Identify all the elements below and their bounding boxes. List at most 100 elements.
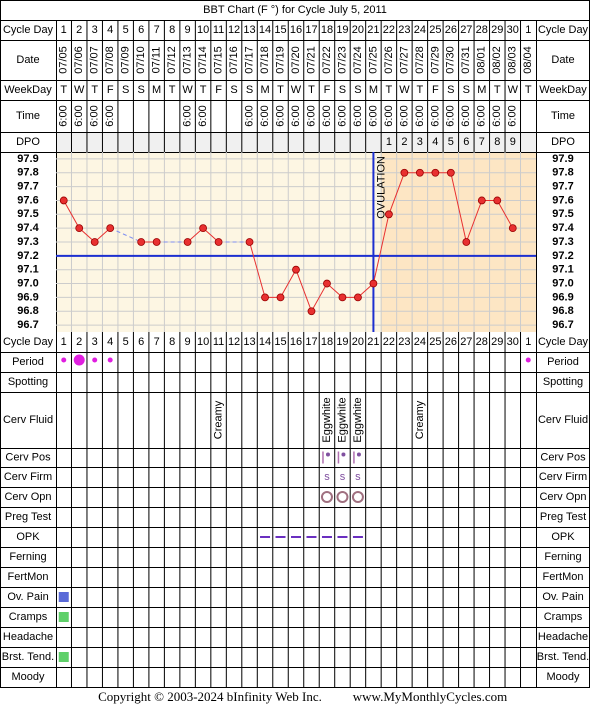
dpo: 2 [401, 136, 407, 148]
weekday: M [152, 84, 161, 96]
dpo: 4 [432, 136, 438, 148]
date: 07/21 [305, 46, 317, 74]
temperature-point [462, 238, 471, 246]
weekday: T [417, 84, 424, 96]
cycle-day: 16 [290, 336, 302, 348]
row-label: OPK [16, 531, 40, 543]
temperature-point [183, 238, 192, 246]
time: 6:00 [321, 105, 333, 126]
cycle-day: 23 [398, 336, 410, 348]
cycle-day: 9 [185, 24, 191, 36]
cervical-opening [320, 491, 333, 503]
temperature-point [477, 196, 486, 205]
weekday: W [182, 84, 193, 96]
cervical-fluid: Eggwhite [352, 397, 364, 442]
temperature-line [63, 200, 111, 243]
date: 07/15 [212, 46, 224, 74]
row-label: Cycle Day [3, 24, 54, 36]
temperature-point [261, 293, 269, 302]
cycle-day: 28 [476, 24, 488, 36]
cycle-day: 12 [228, 24, 240, 36]
cycle-day: 20 [352, 336, 364, 348]
weekday: S [137, 84, 144, 96]
row-label: DPO [551, 136, 575, 148]
y-tick-label: 96.8 [17, 305, 38, 317]
y-tick-label: 97.2 [552, 250, 573, 262]
y-tick-label: 96.9 [552, 291, 573, 303]
cervical-firmness: s [340, 471, 346, 483]
dpo: 5 [448, 136, 454, 148]
y-tick-label: 97.7 [17, 181, 38, 193]
copyright: Copyright © 2003-2024 bInfinity Web Inc. [98, 689, 322, 704]
y-tick-label: 97.2 [17, 250, 38, 262]
dpo: 1 [386, 136, 392, 148]
y-tick-label: 97.7 [552, 181, 573, 193]
temperature-point [152, 238, 161, 246]
row-label: Spotting [8, 376, 48, 388]
cycle-day: 24 [414, 24, 426, 36]
weekday: T [200, 84, 207, 96]
date: 07/31 [460, 46, 472, 74]
row-label: Period [12, 356, 44, 368]
time: 6:00 [274, 105, 286, 126]
row-label: Moody [546, 671, 580, 683]
cycle-day: 11 [213, 336, 224, 348]
temperature-line [249, 172, 514, 313]
row-label: Spotting [543, 376, 583, 388]
row-label: Time [16, 110, 40, 122]
row-label: Cerv Firm [539, 471, 587, 483]
date: 07/20 [290, 46, 302, 74]
cycle-day: 1 [525, 24, 531, 36]
date: 07/28 [414, 46, 426, 74]
date: 07/07 [89, 46, 101, 74]
date: 08/04 [522, 46, 534, 74]
weekday: T [169, 84, 176, 96]
date: 07/19 [274, 46, 286, 74]
cervical-fluid: Eggwhite [321, 397, 333, 442]
row-label: Preg Test [5, 511, 51, 523]
weekday: M [260, 84, 269, 96]
time: 6:00 [89, 105, 101, 126]
y-tick-label: 97.5 [17, 208, 38, 220]
row-label: Cerv Fluid [538, 414, 588, 426]
row-label: Cerv Pos [5, 451, 51, 463]
weekday: S [447, 84, 454, 96]
weekday: S [339, 84, 346, 96]
cycle-day: 27 [460, 24, 472, 36]
temperature-point [276, 293, 285, 302]
time: 6:00 [104, 105, 116, 126]
temperature-point [199, 224, 207, 233]
row-label: FertMon [8, 571, 49, 583]
cycle-day: 14 [259, 24, 271, 36]
cervical-firmness: s [324, 471, 330, 483]
symptom-mark [58, 592, 69, 602]
temperature-point [75, 224, 84, 233]
row-label: Cramps [9, 611, 48, 623]
y-tick-label: 97.6 [552, 194, 573, 206]
date: 07/22 [321, 46, 333, 74]
date: 07/16 [228, 46, 240, 74]
date: 07/09 [120, 46, 132, 74]
cycle-day: 4 [107, 24, 113, 36]
cycle-day: 15 [274, 336, 286, 348]
weekday: M [477, 84, 486, 96]
date: 07/23 [336, 46, 348, 74]
y-tick-label: 97.8 [17, 167, 38, 179]
date: 07/24 [352, 46, 364, 74]
period-dot [92, 357, 98, 363]
temperature-point [369, 279, 378, 288]
time: 6:00 [491, 105, 503, 126]
y-tick-label: 97.0 [552, 277, 573, 289]
date: 07/08 [104, 46, 116, 74]
dpo: 3 [417, 136, 423, 148]
row-label: Cycle Day [3, 336, 54, 348]
temperature-point [214, 238, 223, 246]
date: 07/11 [151, 47, 163, 74]
row-label: Cerv Fluid [3, 414, 53, 426]
row-label: Brst. Tend. [537, 651, 589, 663]
time: 6:00 [445, 105, 457, 126]
cycle-day: 26 [445, 24, 457, 36]
time: 6:00 [398, 105, 410, 126]
cycle-day: 16 [290, 24, 302, 36]
weekday: W [291, 84, 302, 96]
